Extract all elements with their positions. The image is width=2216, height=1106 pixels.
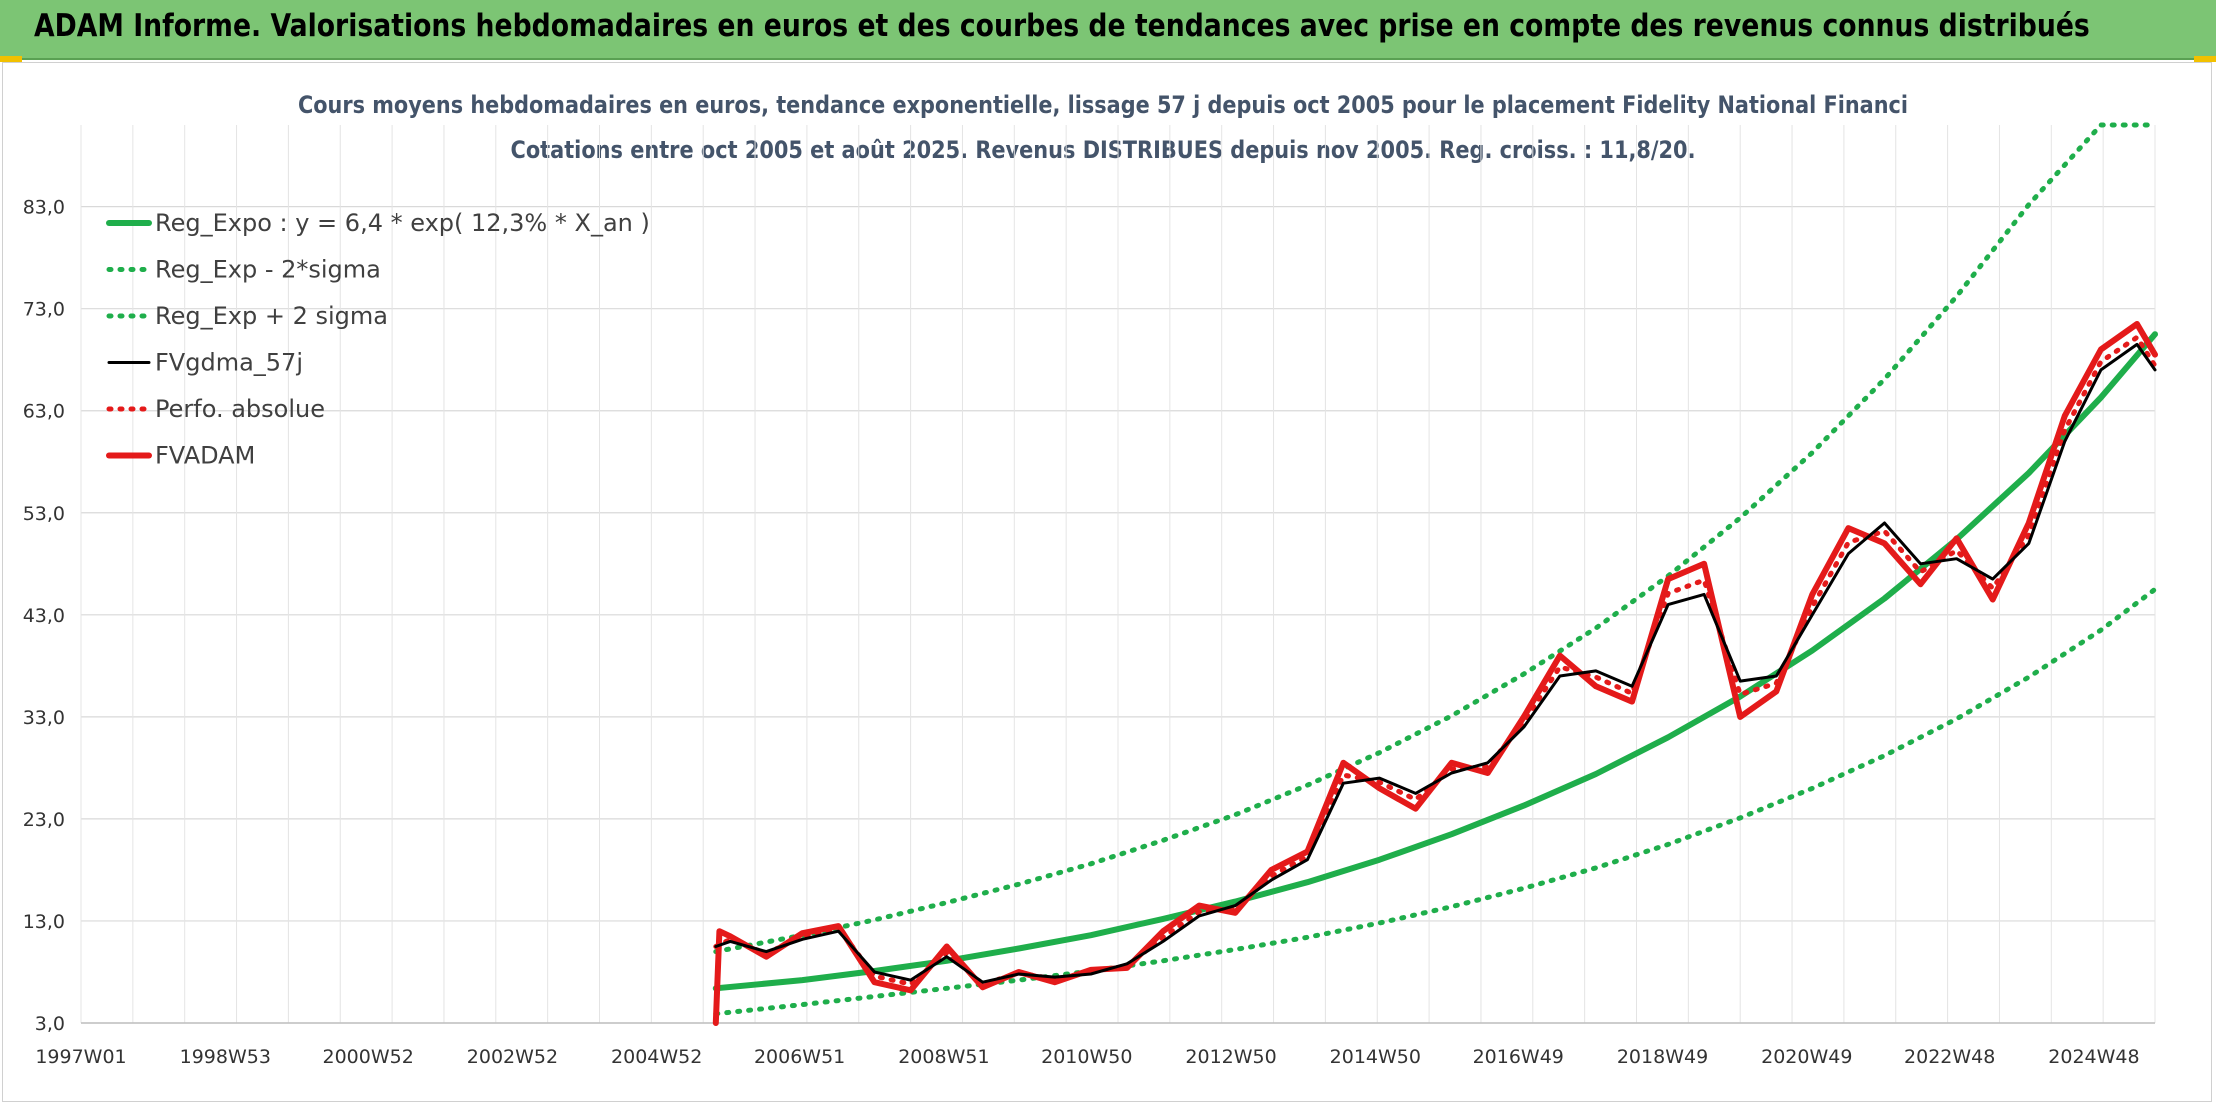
- x-tick-label: 1998W53: [180, 1046, 271, 1068]
- x-tick-label: 2014W50: [1330, 1046, 1421, 1068]
- x-tick-label: 1997W01: [35, 1046, 126, 1068]
- legend-label: Reg_Expo : y = 6,4 * exp( 12,3% * X_an ): [155, 209, 650, 237]
- chart-title: Cours moyens hebdomadaires en euros, ten…: [298, 91, 1908, 119]
- corner-marker-right: [2194, 56, 2216, 62]
- x-tick-label: 2000W52: [323, 1046, 414, 1068]
- chart-subtitle: Cotations entre oct 2005 et août 2025. R…: [511, 136, 1696, 164]
- x-tick-label: 2002W52: [467, 1046, 558, 1068]
- legend-label: Reg_Exp - 2*sigma: [155, 256, 381, 284]
- legend-label: FVgdma_57j: [155, 349, 303, 377]
- banner-title: ADAM Informe. Valorisations hebdomadaire…: [34, 8, 2090, 44]
- header-banner: ADAM Informe. Valorisations hebdomadaire…: [0, 0, 2216, 60]
- series-lines: [712, 122, 2158, 1026]
- series-line-4: [713, 334, 2158, 987]
- x-tick-label: 2010W50: [1041, 1046, 1132, 1068]
- y-tick-label: 43,0: [23, 605, 65, 627]
- x-tick-label: 2006W51: [754, 1046, 845, 1068]
- x-axis-tick-labels: 1997W01 1998W53 2000W52 2002W52 2004W52 2006W…: [35, 1046, 2139, 1068]
- series-line-0: [712, 331, 2158, 992]
- price-trend-chart: Cours moyens hebdomadaires en euros, ten…: [23, 91, 2158, 1068]
- legend: Reg_Expo : y = 6,4 * exp( 12,3% * X_an )…: [106, 209, 650, 470]
- y-tick-label: 23,0: [23, 809, 65, 831]
- y-tick-label: 33,0: [23, 707, 65, 729]
- x-tick-label: 2008W51: [898, 1046, 989, 1068]
- legend-label: FVADAM: [155, 442, 255, 470]
- y-axis-tick-labels: 3,0 13,0 23,0 33,0 43,0 53,0 63,0 73,0 83,0: [23, 197, 65, 1035]
- x-tick-label: 2024W48: [2048, 1046, 2139, 1068]
- y-tick-label: 53,0: [23, 503, 65, 525]
- x-tick-label: 2020W49: [1761, 1046, 1852, 1068]
- grid-lines: [80, 125, 2156, 1024]
- x-tick-label: 2016W49: [1473, 1046, 1564, 1068]
- y-tick-label: 83,0: [23, 197, 65, 219]
- chart-frame: Cours moyens hebdomadaires en euros, ten…: [2, 62, 2212, 1102]
- legend-label: Perfo. absolue: [155, 395, 325, 423]
- y-tick-label: 73,0: [23, 299, 65, 321]
- y-tick-label: 63,0: [23, 401, 65, 423]
- y-tick-label: 3,0: [35, 1013, 65, 1035]
- series-line-2: [713, 122, 2158, 955]
- x-tick-label: 2012W50: [1185, 1046, 1276, 1068]
- series-line-5: [712, 321, 2158, 1026]
- x-tick-label: 2018W49: [1617, 1046, 1708, 1068]
- series-line-1: [713, 586, 2158, 1017]
- x-tick-label: 2022W48: [1904, 1046, 1995, 1068]
- corner-marker-left: [0, 56, 22, 62]
- y-tick-label: 13,0: [23, 911, 65, 933]
- x-tick-label: 2004W52: [611, 1046, 702, 1068]
- series-line-3: [714, 342, 2157, 984]
- legend-label: Reg_Exp + 2 sigma: [155, 302, 388, 330]
